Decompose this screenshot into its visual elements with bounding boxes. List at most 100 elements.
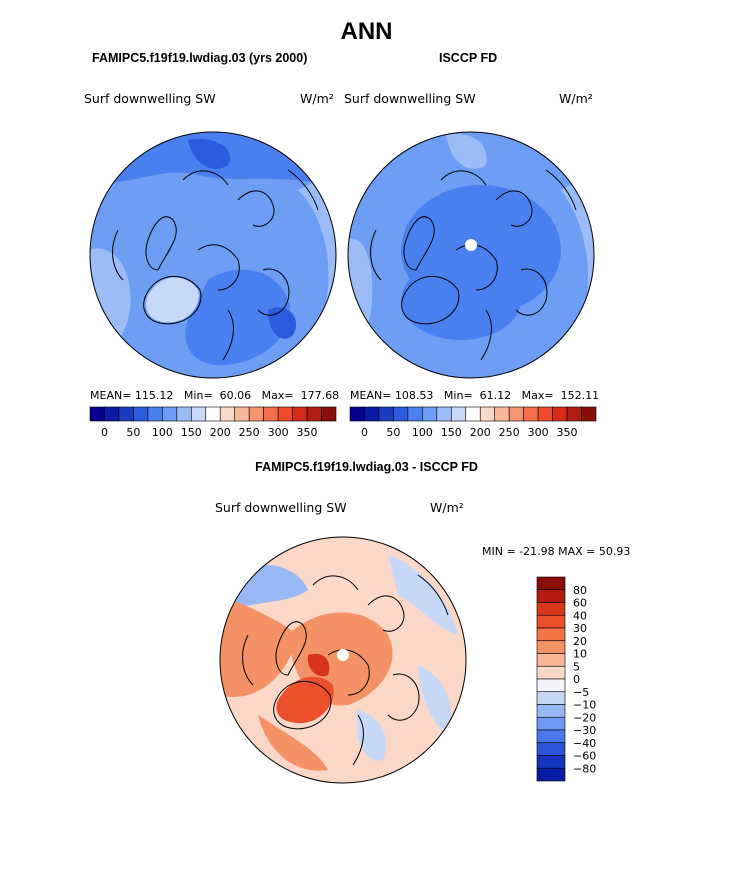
- map3-field-w-warm: [220, 595, 298, 697]
- panel2-colorbar-tick-label-2: 100: [412, 426, 433, 439]
- panel3-colorbar-swatch-7: [536, 665, 566, 680]
- panel2-colorbar-swatch-2: [378, 406, 394, 422]
- panel1-stats: MEAN= 115.12 Min= 60.06 Max= 177.68: [90, 389, 340, 402]
- panel1-colorbar-tick-label-5: 250: [239, 426, 260, 439]
- panel1-colorbar-tick-label-0: 0: [101, 426, 108, 439]
- panel2-colorbar-swatch-10: [494, 406, 510, 422]
- map3-field-sw-warm: [258, 715, 328, 771]
- panel1-colorbar-swatch-1: [104, 406, 120, 422]
- panel1-variable-label: Surf downwelling SW: [84, 91, 216, 106]
- panel3-colorbar-swatch-8: [536, 678, 566, 693]
- panel3-colorbar-tick-label-7: 0: [573, 673, 580, 686]
- map3-border: [219, 536, 467, 784]
- panel3-colorbar-swatch-13: [536, 742, 566, 756]
- panel3-colorbar-tick-label-2: 40: [573, 609, 587, 622]
- panel1-colorbar-swatch-2: [118, 406, 134, 422]
- panel1-polar-map: [89, 131, 337, 379]
- panel1-colorbar-swatch-13: [277, 406, 293, 422]
- panel3-colorbar-tick-label-6: 5: [573, 660, 580, 673]
- panel3-polar-map: [219, 536, 467, 784]
- map3-field-ne-cool: [388, 555, 458, 635]
- panel1-colorbar-tick-label-1: 50: [126, 426, 140, 439]
- panel3-units-label: W/m²: [430, 500, 464, 515]
- map3-field-hotspot: [307, 653, 330, 677]
- panel3-colorbar-tick-label-14: −80: [573, 762, 596, 775]
- panel3-colorbar-tick-label-13: −60: [573, 750, 596, 763]
- map1-border: [89, 131, 337, 379]
- panel2-colorbar-swatch-13: [537, 406, 553, 422]
- panel3-colorbar-tick-label-12: −40: [573, 737, 596, 750]
- panel1-colorbar-swatch-3: [133, 406, 149, 422]
- panel3-colorbar-swatch-4: [536, 627, 566, 642]
- panel1-min-value: 60.06: [219, 389, 252, 402]
- panel3-stats: MIN = -21.98 MAX = 50.93: [482, 545, 631, 558]
- map3-field-s-cool: [357, 710, 387, 761]
- panel1-colorbar: 0 50 100 150 200 250 300 350: [89, 406, 337, 439]
- panel1-colorbar-tick-label-7: 350: [297, 426, 318, 439]
- panel2-polar-map: [347, 131, 595, 379]
- panel1-units-label: W/m²: [300, 91, 334, 106]
- panel1-colorbar-tick-label-6: 300: [268, 426, 289, 439]
- panel3-case-name: FAMIPC5.f19f19.lwdiag.03 - ISCCP FD: [255, 460, 478, 474]
- panel2-colorbar-tick-label-6: 300: [528, 426, 549, 439]
- panel3-colorbar-swatch-12: [536, 729, 566, 744]
- panel2-max-label: Max=: [521, 389, 554, 402]
- map1-field-south: [185, 269, 290, 366]
- panel1-case-name: FAMIPC5.f19f19.lwdiag.03 (yrs 2000): [92, 51, 308, 65]
- panel2-colorbar-tick-label-5: 250: [499, 426, 520, 439]
- figure-title: ANN: [340, 18, 393, 45]
- panel2-case-name: ISCCP FD: [439, 51, 498, 65]
- panel3-colorbar-swatch-9: [536, 691, 566, 705]
- panel2-colorbar-swatch-6: [436, 406, 452, 422]
- panel1-mean-label: MEAN=: [90, 389, 132, 402]
- panel2-colorbar-swatch-15: [566, 406, 582, 422]
- panel2-colorbar-swatch-9: [479, 406, 496, 422]
- panel3-colorbar-tick-label-5: 10: [573, 648, 587, 661]
- panel2-colorbar-swatch-14: [552, 406, 568, 422]
- panel3-colorbar-swatch-14: [536, 755, 566, 769]
- map2-border: [347, 131, 595, 379]
- panel2-stats: MEAN= 108.53 Min= 61.12 Max= 152.11: [350, 389, 600, 402]
- panel1-colorbar-swatch-0: [89, 406, 105, 422]
- panel3-colorbar-swatch-6: [536, 653, 566, 667]
- map2-pole-hole: [465, 239, 477, 251]
- panel2-colorbar-swatch-7: [450, 406, 467, 422]
- panel1-colorbar-swatch-15: [306, 406, 322, 422]
- panel3-colorbar-swatch-1: [536, 589, 566, 603]
- panel1-colorbar-swatch-7: [190, 406, 207, 422]
- panel3-colorbar-swatch-15: [536, 767, 566, 782]
- panel2-mean-value: 108.53: [394, 389, 434, 402]
- panel2-colorbar: 0 50 100 150 200 250 300 350: [349, 406, 597, 439]
- panel1-colorbar-swatch-9: [219, 406, 236, 422]
- panel2-min-value: 61.12: [479, 389, 512, 402]
- map2-field-west: [348, 238, 373, 378]
- panel2-colorbar-swatch-16: [581, 406, 597, 422]
- map3-pole-hole: [337, 649, 349, 661]
- panel1-colorbar-swatch-5: [162, 406, 178, 422]
- panel1-colorbar-swatch-6: [176, 406, 192, 422]
- panel2-units-label: W/m²: [559, 91, 593, 106]
- panel2-colorbar-swatch-1: [364, 406, 380, 422]
- panel3-colorbar-swatch-11: [536, 716, 566, 731]
- panel3-colorbar-swatch-2: [536, 602, 566, 616]
- panel3-colorbar-tick-label-0: 80: [573, 584, 587, 597]
- panel2-mean-label: MEAN=: [350, 389, 392, 402]
- map2-coastlines: [370, 169, 577, 361]
- panel3-variable-label: Surf downwelling SW: [215, 500, 347, 515]
- panel1-mean-value: 115.12: [134, 389, 174, 402]
- panel1-colorbar-tick-label-2: 100: [152, 426, 173, 439]
- panel2-colorbar-swatch-12: [523, 406, 539, 422]
- panel2-variable-label: Surf downwelling SW: [344, 91, 476, 106]
- map1-field-greenland: [146, 277, 199, 323]
- panel2-colorbar-tick-label-0: 0: [361, 426, 368, 439]
- panel3-colorbar-tick-label-9: −10: [573, 699, 596, 712]
- panel1-colorbar-swatch-14: [292, 406, 308, 422]
- panel2-colorbar-tick-label-1: 50: [386, 426, 400, 439]
- map3-field-e-cool: [418, 665, 452, 735]
- panel1-min-label: Min=: [183, 389, 213, 402]
- panel1-colorbar-tick-label-4: 200: [210, 426, 231, 439]
- panel3-colorbar-swatch-0: [536, 576, 566, 591]
- panel3-colorbar-tick-label-3: 30: [573, 622, 587, 635]
- panel2-colorbar-swatch-5: [422, 406, 438, 422]
